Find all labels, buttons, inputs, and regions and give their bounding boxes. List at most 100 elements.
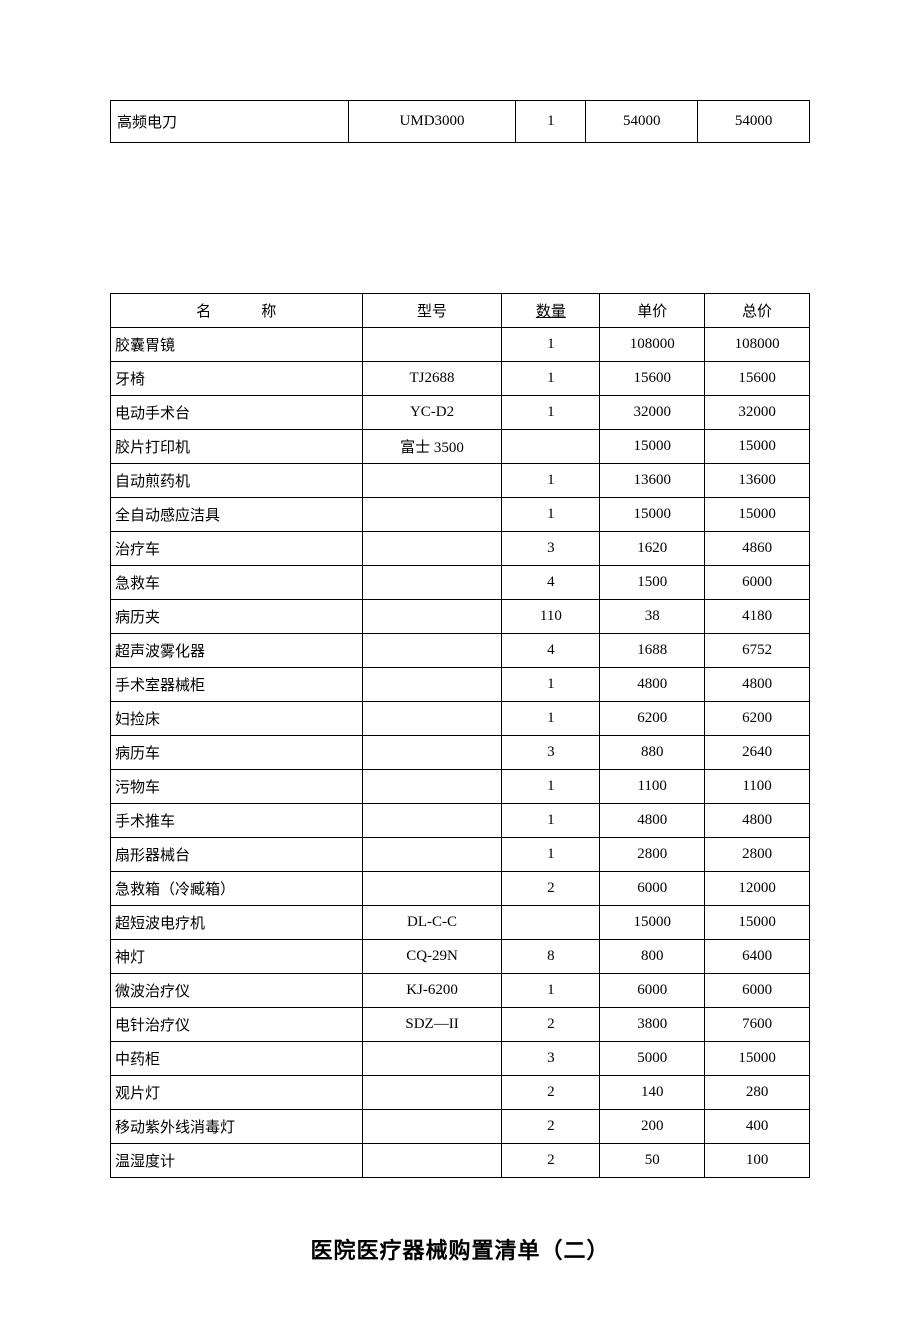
table-row: 急救箱（冷臧箱）2600012000 — [111, 872, 810, 906]
cell-qty — [502, 906, 600, 940]
cell-price: 1500 — [600, 566, 705, 600]
cell-total: 54000 — [698, 101, 810, 143]
cell-total: 15000 — [705, 906, 810, 940]
cell-name: 全自动感应洁具 — [111, 498, 363, 532]
table-row: 移动紫外线消毒灯2200400 — [111, 1110, 810, 1144]
cell-model — [362, 872, 502, 906]
cell-total: 4800 — [705, 804, 810, 838]
cell-price: 15000 — [600, 498, 705, 532]
cell-model — [362, 702, 502, 736]
cell-name: 急救车 — [111, 566, 363, 600]
cell-price: 4800 — [600, 804, 705, 838]
cell-total: 12000 — [705, 872, 810, 906]
cell-qty: 1 — [502, 362, 600, 396]
header-price: 单价 — [600, 294, 705, 328]
cell-price: 5000 — [600, 1042, 705, 1076]
cell-price: 800 — [600, 940, 705, 974]
cell-price: 15000 — [600, 430, 705, 464]
table-row: 污物车111001100 — [111, 770, 810, 804]
cell-qty: 1 — [502, 838, 600, 872]
cell-model — [362, 736, 502, 770]
header-qty: 数量 — [502, 294, 600, 328]
cell-price: 2800 — [600, 838, 705, 872]
table-row: 治疗车316204860 — [111, 532, 810, 566]
cell-qty: 2 — [502, 1076, 600, 1110]
table-row: 超声波雾化器416886752 — [111, 634, 810, 668]
cell-name: 自动煎药机 — [111, 464, 363, 498]
cell-name: 胶囊胃镜 — [111, 328, 363, 362]
cell-qty: 1 — [502, 804, 600, 838]
cell-qty: 1 — [502, 770, 600, 804]
cell-price: 38 — [600, 600, 705, 634]
header-total: 总价 — [705, 294, 810, 328]
cell-model: YC-D2 — [362, 396, 502, 430]
cell-name: 电动手术台 — [111, 396, 363, 430]
table-row: 急救车415006000 — [111, 566, 810, 600]
cell-model — [362, 1110, 502, 1144]
cell-qty: 1 — [502, 702, 600, 736]
cell-total: 32000 — [705, 396, 810, 430]
cell-qty: 8 — [502, 940, 600, 974]
equipment-table-main: 名称 型号 数量 单价 总价 胶囊胃镜1108000108000牙椅TJ2688… — [110, 293, 810, 1178]
cell-model: DL-C-C — [362, 906, 502, 940]
cell-model — [362, 838, 502, 872]
cell-name: 超声波雾化器 — [111, 634, 363, 668]
table-row: 超短波电疗机DL-C-C 1500015000 — [111, 906, 810, 940]
cell-qty: 4 — [502, 634, 600, 668]
cell-total: 108000 — [705, 328, 810, 362]
cell-model: 富士 3500 — [362, 430, 502, 464]
cell-model — [362, 804, 502, 838]
cell-qty: 1 — [502, 668, 600, 702]
cell-price: 15600 — [600, 362, 705, 396]
cell-model — [362, 770, 502, 804]
header-model: 型号 — [362, 294, 502, 328]
table-row: 温湿度计250100 — [111, 1144, 810, 1178]
cell-model — [362, 668, 502, 702]
table1-body: 高频电刀UMD300015400054000 — [111, 101, 810, 143]
equipment-table-fragment: 高频电刀UMD300015400054000 — [110, 100, 810, 143]
cell-total: 2800 — [705, 838, 810, 872]
table-row: 电针治疗仪SDZ—II238007600 — [111, 1008, 810, 1042]
table-row: 观片灯2140280 — [111, 1076, 810, 1110]
cell-model: TJ2688 — [362, 362, 502, 396]
cell-name: 污物车 — [111, 770, 363, 804]
cell-qty — [502, 430, 600, 464]
cell-model — [362, 532, 502, 566]
cell-model — [362, 566, 502, 600]
cell-qty: 110 — [502, 600, 600, 634]
table-row: 微波治疗仪KJ-6200160006000 — [111, 974, 810, 1008]
table-header-row: 名称 型号 数量 单价 总价 — [111, 294, 810, 328]
cell-qty: 1 — [516, 101, 586, 143]
cell-price: 108000 — [600, 328, 705, 362]
cell-name: 牙椅 — [111, 362, 363, 396]
cell-total: 2640 — [705, 736, 810, 770]
cell-qty: 1 — [502, 974, 600, 1008]
cell-qty: 1 — [502, 464, 600, 498]
cell-name: 手术推车 — [111, 804, 363, 838]
cell-name: 移动紫外线消毒灯 — [111, 1110, 363, 1144]
cell-total: 100 — [705, 1144, 810, 1178]
cell-model — [362, 1144, 502, 1178]
table-row: 高频电刀UMD300015400054000 — [111, 101, 810, 143]
cell-qty: 2 — [502, 1144, 600, 1178]
cell-name: 电针治疗仪 — [111, 1008, 363, 1042]
cell-model: UMD3000 — [348, 101, 516, 143]
cell-model — [362, 1076, 502, 1110]
header-name: 名称 — [111, 294, 363, 328]
cell-total: 4800 — [705, 668, 810, 702]
cell-model — [362, 1042, 502, 1076]
cell-price: 140 — [600, 1076, 705, 1110]
cell-price: 1100 — [600, 770, 705, 804]
table-row: 中药柜3500015000 — [111, 1042, 810, 1076]
table-row: 手术推车148004800 — [111, 804, 810, 838]
cell-price: 15000 — [600, 906, 705, 940]
cell-price: 880 — [600, 736, 705, 770]
cell-name: 高频电刀 — [111, 101, 349, 143]
cell-name: 中药柜 — [111, 1042, 363, 1076]
table-row: 妇捡床162006200 — [111, 702, 810, 736]
cell-name: 超短波电疗机 — [111, 906, 363, 940]
table-row: 胶囊胃镜1108000108000 — [111, 328, 810, 362]
cell-price: 6200 — [600, 702, 705, 736]
cell-qty: 3 — [502, 532, 600, 566]
cell-qty: 3 — [502, 1042, 600, 1076]
